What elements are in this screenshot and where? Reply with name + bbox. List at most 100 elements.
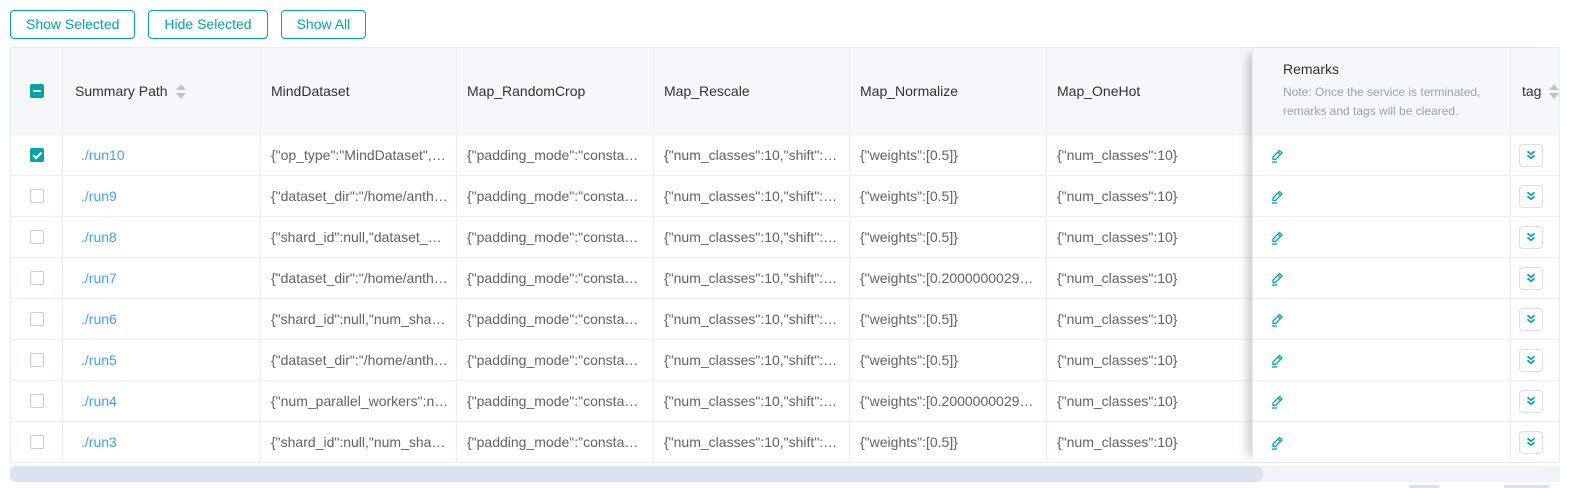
map-one-hot-cell: {"num_classes":10} [1047,217,1253,257]
row-checkbox[interactable] [29,394,44,408]
expand-tags-button[interactable] [1519,430,1543,454]
tag-cell [1511,258,1561,298]
row-checkbox[interactable] [29,312,44,326]
expand-tags-button[interactable] [1519,225,1543,249]
map-rescale-cell: {"num_classes":10,"shift":… [654,258,850,298]
pagination-control-cutoff[interactable] [1504,485,1549,488]
map-one-hot-cell: {"num_classes":10} [1047,135,1253,175]
edit-pencil-icon[interactable] [1269,270,1285,286]
table-row: ./run9 {"dataset_dir":"/home/anth… {"pad… [11,176,1559,217]
table-header-row: Summary Path MindDataset Map_RandomCrop … [11,48,1560,135]
map-one-hot-cell: {"num_classes":10} [1047,340,1253,380]
row-checkbox[interactable] [29,148,44,162]
run-link[interactable]: ./run7 [81,270,117,286]
row-checkbox[interactable] [29,189,44,203]
edit-pencil-icon[interactable] [1269,147,1285,163]
edit-pencil-icon[interactable] [1269,393,1285,409]
edit-pencil-icon[interactable] [1269,352,1285,368]
map-rescale-cell: {"num_classes":10,"shift":… [654,422,850,462]
hide-selected-button[interactable]: Hide Selected [148,10,268,39]
map-normalize-cell: {"weights":[0.5]} [850,299,1047,339]
tag-cell [1511,422,1561,462]
remarks-cell [1253,217,1511,257]
remarks-cell [1253,381,1511,421]
summary-table: Summary Path MindDataset Map_RandomCrop … [10,47,1560,463]
table-row: ./run3 {"shard_id":null,"num_sha… {"padd… [11,422,1559,463]
map-one-hot-cell: {"num_classes":10} [1047,299,1253,339]
column-header-mind-dataset: MindDataset [261,48,457,134]
column-header-map-one-hot: Map_OneHot [1047,48,1253,134]
remarks-cell [1253,340,1511,380]
column-header-summary-path: Summary Path [63,48,261,134]
map-rescale-cell: {"num_classes":10,"shift":… [654,135,850,175]
select-all-checkbox[interactable] [29,84,44,98]
show-selected-button[interactable]: Show Selected [10,10,136,39]
row-checkbox[interactable] [29,353,44,367]
map-normalize-cell: {"weights":[0.5]} [850,217,1047,257]
map-normalize-cell: {"weights":[0.5]} [850,340,1047,380]
map-random-crop-cell: {"padding_mode":"consta… [457,258,654,298]
mind-dataset-cell: {"shard_id":null,"dataset_… [261,217,457,257]
show-all-button[interactable]: Show All [280,10,367,39]
mind-dataset-cell: {"dataset_dir":"/home/anth… [261,176,457,216]
column-header-map-rescale: Map_Rescale [654,48,850,134]
column-label: Remarks [1283,61,1340,77]
run-link[interactable]: ./run8 [81,229,117,245]
tag-cell [1511,299,1561,339]
expand-tags-button[interactable] [1519,307,1543,331]
remarks-cell [1253,299,1511,339]
table-row: ./run4 {"num_parallel_workers":n… {"padd… [11,381,1559,422]
map-normalize-cell: {"weights":[0.2000000029… [850,381,1047,421]
table-row: ./run7 {"dataset_dir":"/home/anth… {"pad… [11,258,1559,299]
run-link[interactable]: ./run3 [81,434,117,450]
expand-tags-button[interactable] [1519,184,1543,208]
horizontal-scrollbar[interactable] [10,466,1560,482]
run-link[interactable]: ./run6 [81,311,117,327]
map-normalize-cell: {"weights":[0.2000000029… [850,258,1047,298]
remarks-note: Note: Once the service is terminated, re… [1283,85,1481,118]
expand-tags-button[interactable] [1519,348,1543,372]
map-random-crop-cell: {"padding_mode":"consta… [457,176,654,216]
column-label: Map_OneHot [1057,83,1141,99]
map-random-crop-cell: {"padding_mode":"consta… [457,299,654,339]
run-link[interactable]: ./run10 [81,147,125,163]
column-label: Summary Path [75,83,168,99]
double-chevron-down-icon [1526,273,1536,283]
sort-caret-icon[interactable] [1549,83,1560,99]
edit-pencil-icon[interactable] [1269,311,1285,327]
map-random-crop-cell: {"padding_mode":"consta… [457,217,654,257]
edit-pencil-icon[interactable] [1269,188,1285,204]
run-link[interactable]: ./run9 [81,188,117,204]
row-checkbox[interactable] [29,271,44,285]
header-cell-checkbox [11,48,63,134]
expand-tags-button[interactable] [1519,389,1543,413]
table-row: ./run6 {"shard_id":null,"num_sha… {"padd… [11,299,1559,340]
edit-pencil-icon[interactable] [1269,229,1285,245]
column-label: tag [1522,83,1542,99]
pagination-control-cutoff[interactable] [1409,485,1439,488]
expand-tags-button[interactable] [1519,266,1543,290]
remarks-cell [1253,135,1511,175]
run-link[interactable]: ./run5 [81,352,117,368]
map-rescale-cell: {"num_classes":10,"shift":… [654,299,850,339]
sort-caret-icon[interactable] [175,83,186,99]
map-one-hot-cell: {"num_classes":10} [1047,381,1253,421]
tag-cell [1511,381,1561,421]
row-checkbox[interactable] [29,230,44,244]
mind-dataset-cell: {"dataset_dir":"/home/anth… [261,258,457,298]
table-row: ./run10 {"op_type":"MindDataset",… {"pad… [11,135,1559,176]
map-normalize-cell: {"weights":[0.5]} [850,135,1047,175]
mind-dataset-cell: {"shard_id":null,"num_sha… [261,422,457,462]
tag-cell [1511,340,1561,380]
map-normalize-cell: {"weights":[0.5]} [850,176,1047,216]
tag-cell [1511,217,1561,257]
edit-pencil-icon[interactable] [1269,434,1285,450]
map-normalize-cell: {"weights":[0.5]} [850,422,1047,462]
map-one-hot-cell: {"num_classes":10} [1047,258,1253,298]
scrollbar-thumb[interactable] [10,466,1263,482]
expand-tags-button[interactable] [1519,143,1543,167]
run-link[interactable]: ./run4 [81,393,117,409]
double-chevron-down-icon [1526,314,1536,324]
map-random-crop-cell: {"padding_mode":"consta… [457,340,654,380]
row-checkbox[interactable] [29,435,44,449]
